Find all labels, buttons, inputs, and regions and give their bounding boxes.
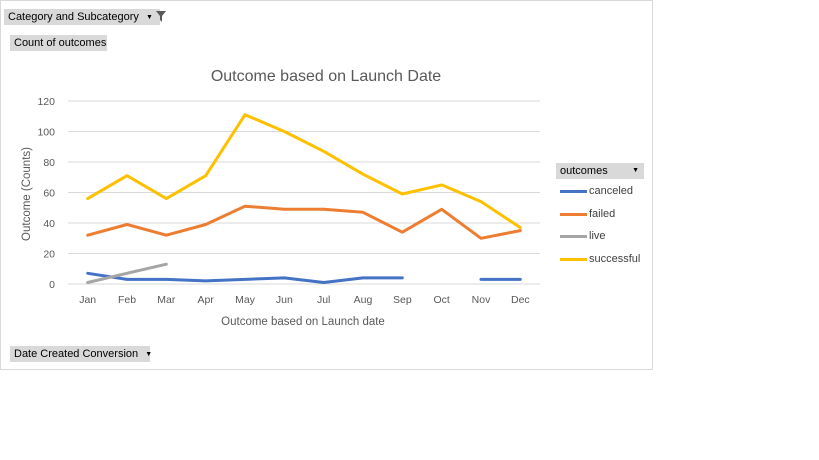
chart-title: Outcome based on Launch Date [211,68,441,85]
y-axis-title: Outcome (Counts) [21,147,33,241]
x-tick-label: May [235,294,256,306]
values-field-button[interactable]: Count of outcomes [10,35,107,51]
legend-field-label: outcomes [560,165,608,177]
x-tick-label: Apr [197,294,214,306]
x-tick-label: Jun [276,294,293,306]
values-field-label: Count of outcomes [14,37,107,49]
legend-label: successful [589,253,641,265]
x-tick-label: Sep [393,294,412,306]
legend-swatch [560,258,587,261]
legend-swatch [560,190,587,193]
y-tick-label: 80 [43,157,55,169]
x-axis-ticks: Jan Feb Mar Apr May Jun Jul Aug Sep Oct Nov Dec [79,294,529,306]
y-tick-label: 0 [49,279,55,291]
category-filter-button[interactable]: Category and Subcategory ▼ [4,9,166,25]
series-line-live [86,262,168,284]
axis-field-button[interactable]: Date Created Conversion ▼ [10,346,153,362]
legend-swatch [560,213,587,216]
y-axis-ticks: 0 20 40 60 80 100 120 [37,96,55,291]
category-filter-label: Category and Subcategory [8,11,139,23]
legend-swatch [560,235,587,238]
x-tick-label: Nov [472,294,491,306]
x-tick-label: Mar [157,294,176,306]
axis-field-label: Date Created Conversion [14,348,139,360]
dropdown-arrow-icon: ▼ [632,167,639,174]
x-tick-label: Jan [79,294,96,306]
y-tick-label: 120 [37,96,55,108]
funnel-filter-icon [155,11,166,22]
y-tick-label: 40 [43,218,55,230]
legend-label: live [589,230,606,242]
dropdown-arrow-icon: ▼ [145,351,153,358]
x-tick-label: Feb [118,294,136,306]
y-tick-label: 100 [37,127,55,139]
x-tick-label: Dec [511,294,530,306]
y-tick-label: 60 [43,188,55,200]
x-tick-label: Oct [433,294,449,306]
x-tick-label: Aug [354,294,373,306]
x-axis-title: Outcome based on Launch date [221,316,385,328]
series-lines [86,113,522,284]
legend-field-button[interactable]: outcomes ▼ [556,163,644,179]
series-line-failed [86,204,522,240]
x-tick-label: Jul [317,294,330,306]
series-line-canceled [86,271,522,284]
series-line-successful [86,113,522,230]
y-tick-label: 20 [43,249,55,261]
gridlines [68,100,540,285]
legend-label: failed [589,208,616,220]
legend-label: canceled [589,185,634,197]
dropdown-arrow-icon: ▼ [145,14,153,21]
